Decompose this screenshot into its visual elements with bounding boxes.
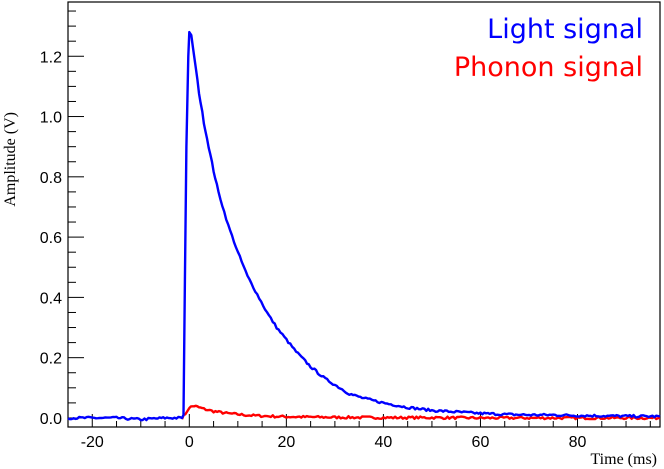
x-axis: -20 0 20 40 60 80 (67, 414, 651, 451)
plot-border (67, 1, 661, 428)
y-axis-label: Amplitude (V) (2, 112, 19, 207)
y-axis: 0.0 0.2 0.4 0.6 0.8 1.0 1.2 (40, 10, 84, 428)
legend-entry-phonon-signal: Phonon signal (454, 52, 643, 83)
x-axis-label: Time (ms) (590, 451, 657, 468)
legend-entry-light-signal: Light signal (487, 14, 643, 45)
x-tick-label: 40 (375, 434, 393, 451)
light-signal-line (67, 30, 661, 422)
x-tick-label: 60 (472, 434, 490, 451)
plot-frame (67, 1, 661, 428)
x-tick-label: 0 (185, 434, 194, 451)
y-tick-label: 0.8 (40, 170, 62, 187)
y-tick-label: 1.0 (40, 110, 62, 127)
y-tick-label: 1.2 (40, 49, 62, 66)
x-tick-label: 80 (569, 434, 587, 451)
y-tick-label: 0.0 (40, 411, 62, 428)
y-tick-label: 0.4 (40, 290, 62, 307)
y-tick-label: 0.6 (40, 230, 62, 247)
x-tick-label: -20 (81, 434, 104, 451)
x-tick-label: 20 (277, 434, 295, 451)
legend: Light signal Phonon signal (454, 14, 643, 83)
y-tick-label: 0.2 (40, 351, 62, 368)
series-lines (67, 30, 661, 422)
